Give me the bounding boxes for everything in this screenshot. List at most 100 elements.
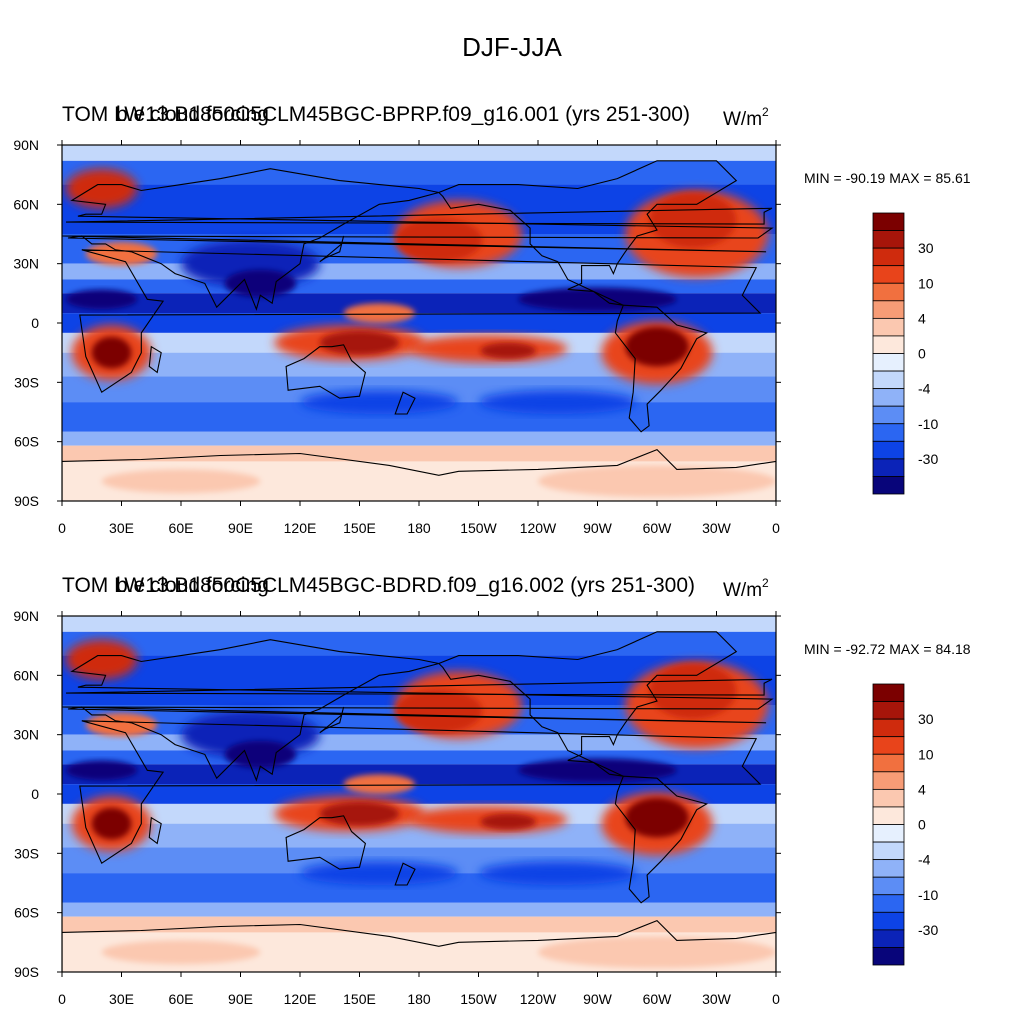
colorbar-box (872, 476, 905, 495)
y-tick-label: 60N (13, 196, 39, 212)
coastline (319, 235, 345, 263)
colorbar-label: -4 (918, 381, 931, 397)
x-tick-label: 60E (169, 991, 194, 1007)
colorbar-box (872, 894, 905, 913)
field-anomaly (224, 740, 297, 769)
y-tick-label: 60S (14, 905, 39, 921)
y-tick-label: 30N (13, 256, 39, 272)
field-anomaly (625, 797, 689, 838)
field-anomaly (625, 326, 689, 367)
coastline (437, 160, 738, 306)
panel-2-case-label: b.e13.B1850C5CLM45BGC-BDRD.f09_g16.002 (… (116, 574, 695, 597)
y-tick-label: 90N (13, 137, 39, 153)
x-tick-label: 180 (407, 991, 431, 1007)
field-anomaly (649, 192, 737, 248)
map-panel-1: TOM LW cloud forcing b.e13.B1850C5CLM45B… (13, 103, 970, 536)
y-tick-label: 0 (31, 315, 39, 331)
x-tick-label: 60W (643, 991, 673, 1007)
colorbar-label: 30 (918, 240, 934, 256)
panel-1-coastlines (62, 160, 776, 501)
field-anomaly (91, 336, 132, 369)
field-anomaly (85, 241, 158, 266)
colorbar-box (872, 353, 905, 372)
field-anomaly (649, 663, 737, 719)
field-anomaly (480, 813, 537, 830)
coastline (614, 304, 709, 433)
colorbar-label: 0 (918, 346, 926, 362)
x-tick-label: 150E (343, 520, 376, 536)
x-tick-label: 30E (109, 991, 134, 1007)
field-anomaly (101, 469, 261, 494)
panel-1-axis-ticks: 0 30E 60E 90E 120E 150E 180 150W 120W 90W 60W 30W 0 9… (13, 137, 781, 536)
x-tick-label: 150E (343, 991, 376, 1007)
field-anomaly (395, 689, 483, 733)
x-tick-label: 0 (772, 520, 780, 536)
x-tick-label: 30W (702, 520, 732, 536)
colorbar-box (872, 265, 905, 284)
field-anomaly (65, 760, 138, 781)
x-tick-label: 90E (228, 991, 253, 1007)
colorbar-label: -30 (918, 451, 938, 467)
colorbar-box (872, 335, 905, 354)
y-tick-label: 30N (13, 727, 39, 743)
field-anomaly (478, 390, 638, 414)
x-tick-label: 30W (702, 991, 732, 1007)
figure-title: DJF-JJA (462, 32, 562, 62)
colorbar-box (872, 788, 905, 808)
field-band (62, 750, 776, 765)
coastline (319, 706, 345, 734)
panel-2-map-field (62, 616, 776, 972)
colorbar-box (872, 300, 905, 319)
field-anomaly (65, 639, 138, 680)
colorbar-label: 4 (918, 781, 926, 797)
colorbar-box (872, 718, 905, 738)
field-anomaly (65, 289, 138, 310)
field-anomaly (85, 712, 158, 737)
field-anomaly (101, 940, 261, 965)
coastline (62, 639, 774, 782)
coastline (65, 678, 773, 696)
colorbar-box (872, 212, 905, 231)
panel-2-axis-ticks: 0 30E 60E 90E 120E 150E 180 150W 120W 90W 60W 30W 0 9… (13, 608, 781, 1007)
colorbar-label: 30 (918, 711, 934, 727)
colorbar-box (872, 317, 905, 337)
field-band (62, 431, 776, 446)
field-band (62, 902, 776, 917)
coastline (62, 919, 776, 972)
panel-1-case-label: b.e13.B1850C5CLM45BGC-BPRP.f09_g16.001 (… (116, 103, 690, 126)
field-anomaly (538, 936, 776, 969)
colorbar-box (872, 370, 905, 390)
field-anomaly (538, 465, 776, 498)
panel-1-map-field (62, 145, 776, 501)
colorbar-box (872, 405, 905, 425)
y-tick-label: 60N (13, 667, 39, 683)
colorbar-label: 0 (918, 817, 926, 833)
panel-1-colorbar: 30 10 4 0 -4 -10 -30 (872, 212, 938, 495)
y-tick-label: 90S (14, 493, 39, 509)
field-anomaly (480, 342, 537, 359)
y-tick-label: 90S (14, 964, 39, 980)
panel-2-min-max: MIN = -92.72 MAX = 84.18 (804, 641, 971, 657)
panel-1-units-exponent: 2 (762, 105, 769, 119)
coastline (437, 631, 738, 777)
colorbar-box (872, 876, 905, 896)
field-anomaly (224, 269, 297, 298)
coastline (62, 448, 776, 501)
field-anomaly (343, 774, 416, 794)
x-tick-label: 60E (169, 520, 194, 536)
x-tick-label: 180 (407, 520, 431, 536)
field-anomaly (518, 758, 677, 783)
field-band (62, 616, 776, 632)
coastline (148, 345, 162, 374)
colorbar-label: -10 (918, 416, 938, 432)
field-band (62, 784, 776, 804)
panel-2-coastlines (62, 631, 776, 972)
colorbar-box (872, 423, 905, 442)
panel-2-units: W/m2 (723, 576, 769, 601)
x-tick-label: 0 (772, 991, 780, 1007)
colorbar-box (872, 806, 905, 825)
colorbar-box (872, 911, 905, 931)
x-tick-label: 90W (583, 520, 613, 536)
field-anomaly (395, 218, 483, 262)
